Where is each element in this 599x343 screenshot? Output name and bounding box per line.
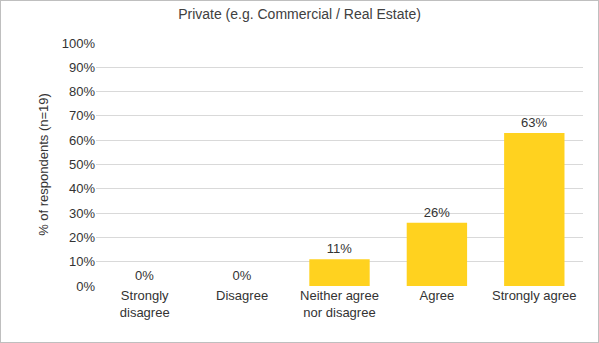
svg-text:20%: 20%: [69, 230, 95, 245]
svg-text:0%: 0%: [135, 268, 154, 283]
svg-text:50%: 50%: [69, 157, 95, 172]
svg-text:Stronglydisagree: Stronglydisagree: [120, 288, 170, 320]
svg-text:Neither agreenor disagree: Neither agreenor disagree: [300, 288, 379, 320]
svg-text:Private (e.g. Commercial / Rea: Private (e.g. Commercial / Real Estate): [178, 6, 421, 22]
svg-text:70%: 70%: [69, 108, 95, 123]
svg-text:Agree: Agree: [420, 288, 455, 303]
svg-text:Strongly agree: Strongly agree: [492, 288, 577, 303]
svg-text:63%: 63%: [521, 115, 547, 130]
svg-text:% of respondents (n=19): % of respondents (n=19): [36, 93, 51, 236]
svg-text:90%: 90%: [69, 60, 95, 75]
svg-text:0%: 0%: [76, 279, 95, 294]
svg-text:26%: 26%: [424, 205, 450, 220]
svg-text:60%: 60%: [69, 133, 95, 148]
svg-text:30%: 30%: [69, 206, 95, 221]
svg-text:40%: 40%: [69, 181, 95, 196]
svg-text:80%: 80%: [69, 84, 95, 99]
svg-text:100%: 100%: [62, 36, 96, 51]
svg-text:0%: 0%: [232, 268, 251, 283]
svg-text:10%: 10%: [69, 254, 95, 269]
svg-text:Disagree: Disagree: [216, 288, 268, 303]
svg-text:11%: 11%: [327, 241, 352, 256]
